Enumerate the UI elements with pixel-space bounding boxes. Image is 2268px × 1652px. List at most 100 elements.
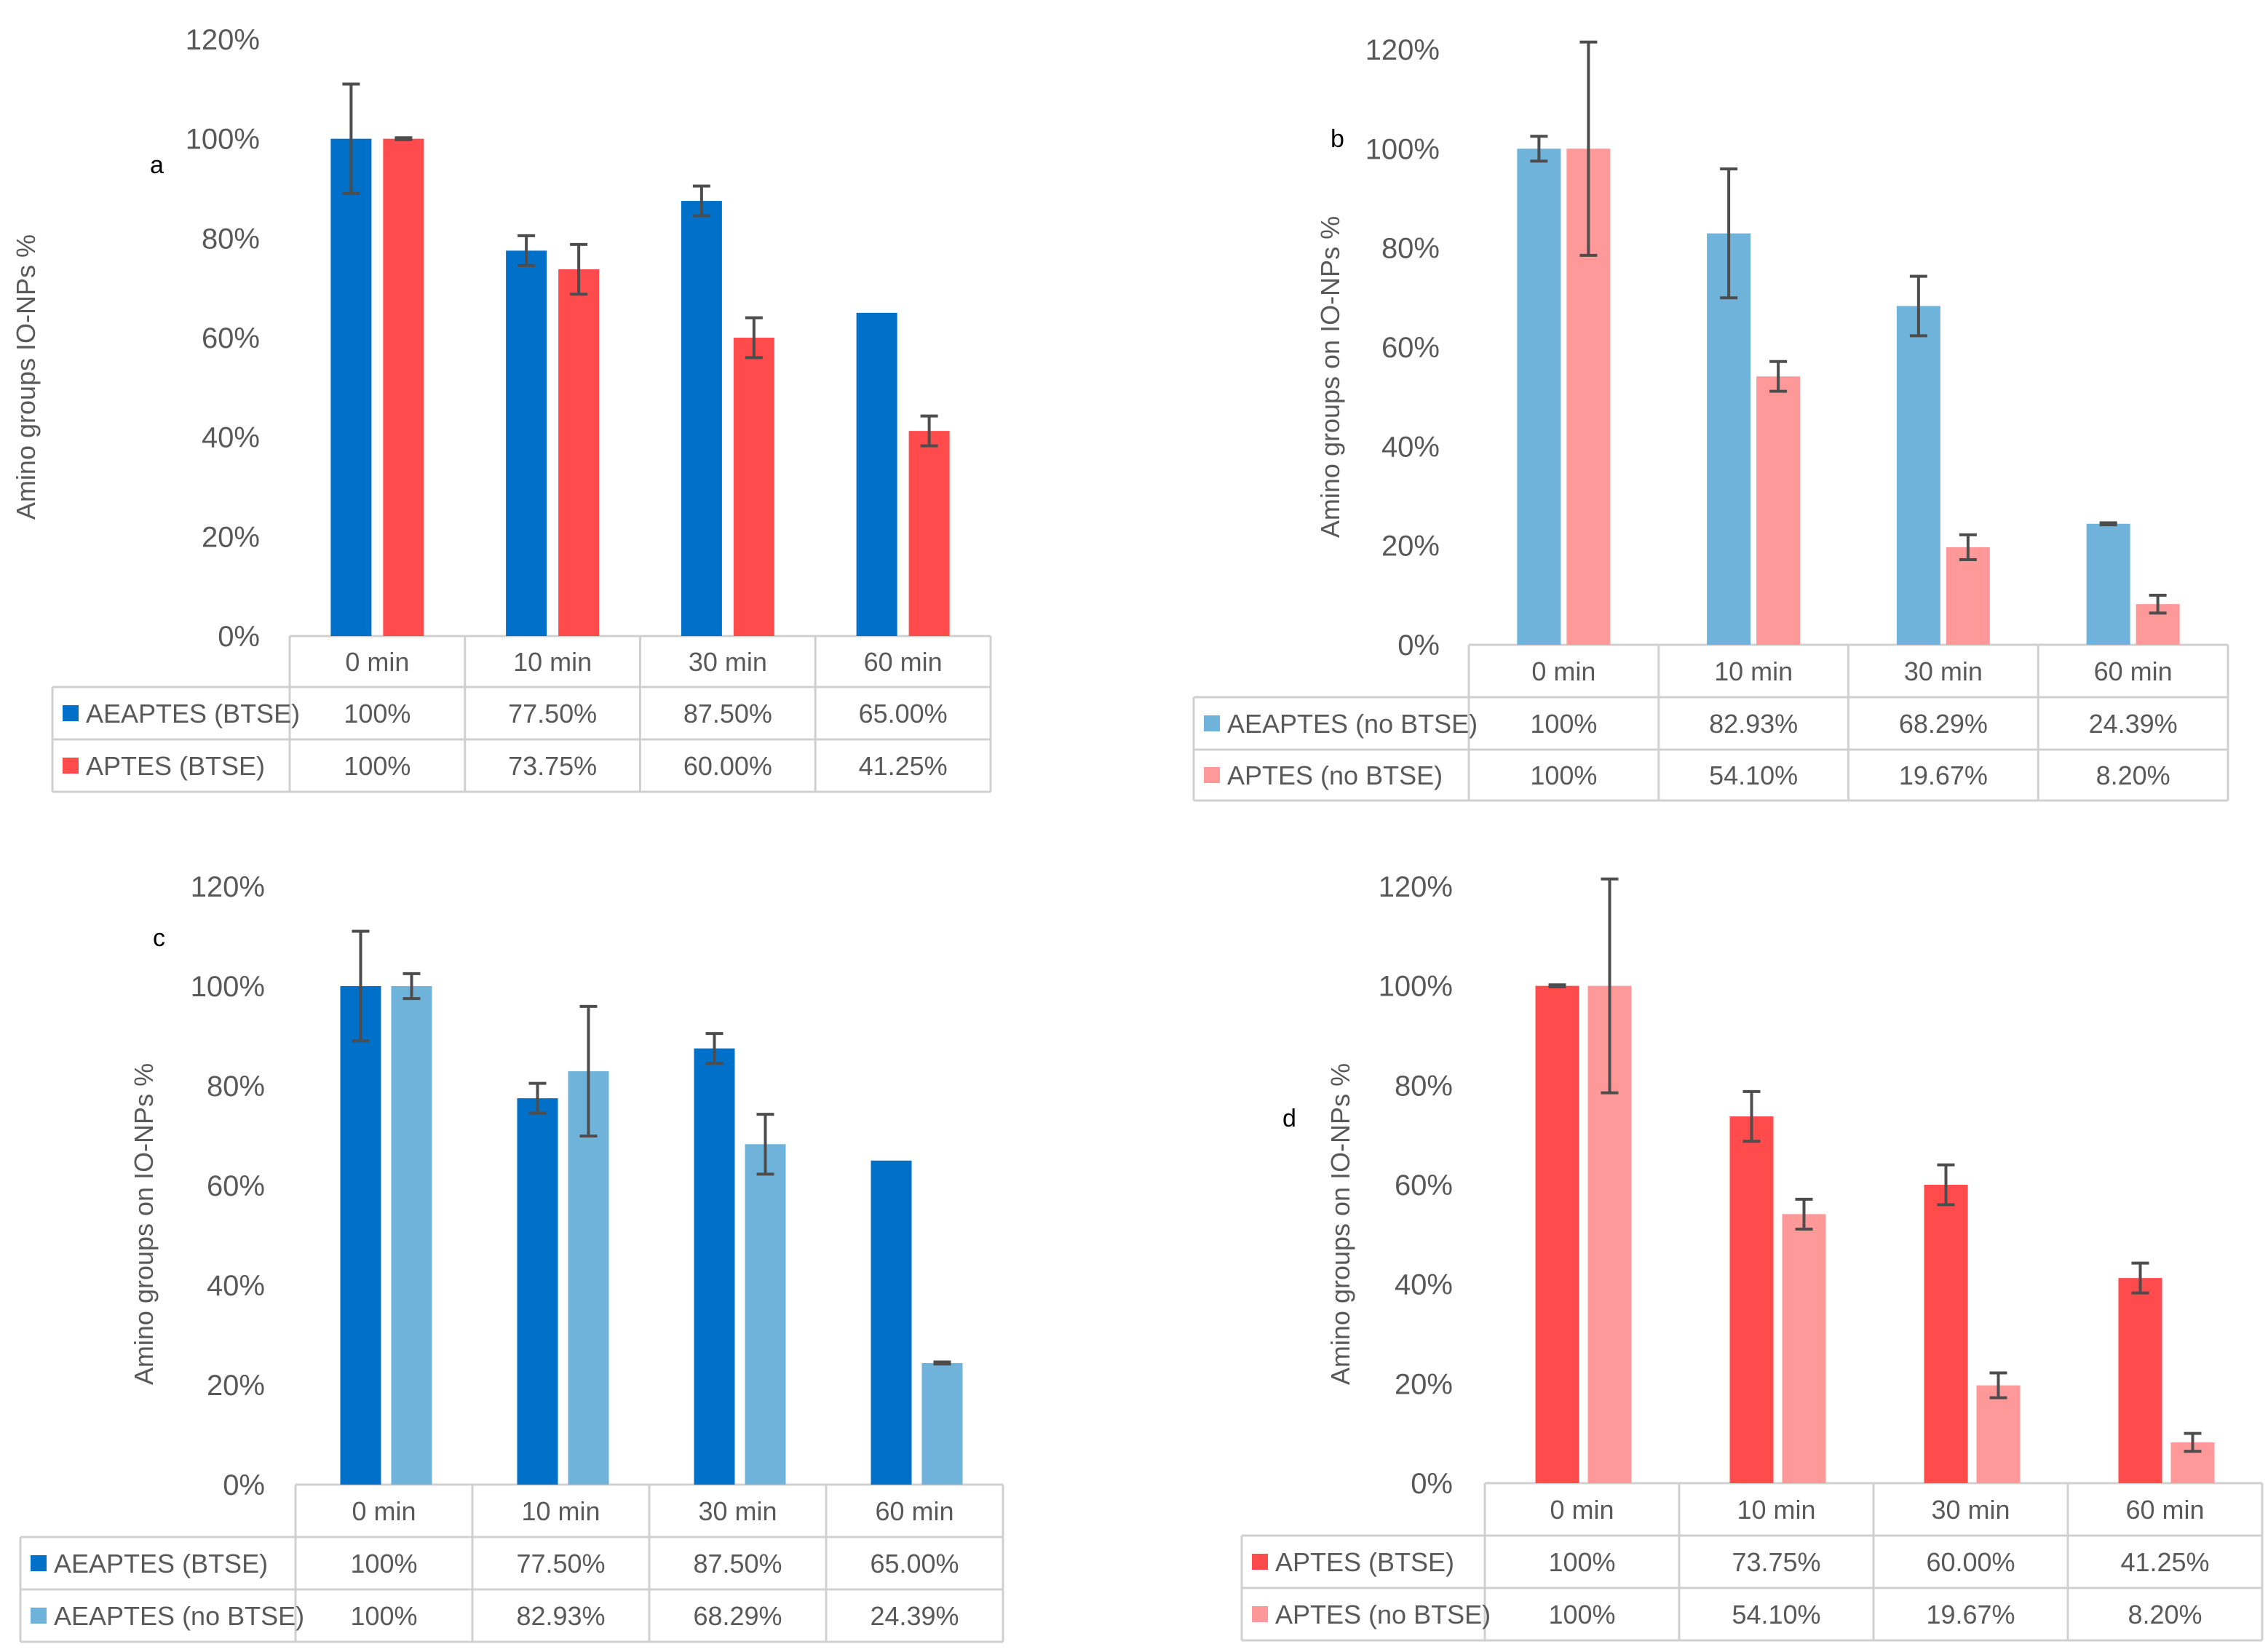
table-value: 100% (344, 699, 411, 728)
bar (340, 986, 381, 1485)
legend-entry: APTES (no BTSE) (1275, 1600, 1491, 1629)
legend-key (1204, 767, 1220, 783)
y-tick-label: 120% (191, 871, 265, 903)
bar (908, 431, 950, 636)
error-bar (1769, 360, 1788, 393)
error-bar (1909, 274, 1927, 338)
bar (506, 250, 547, 637)
x-category-label: 10 min (521, 1496, 600, 1526)
legend-entry: APTES (BTSE) (1275, 1547, 1454, 1577)
table-value: 73.75% (508, 751, 597, 781)
legend-entry: AEAPTES (BTSE) (54, 1549, 268, 1578)
y-tick-label: 60% (207, 1170, 265, 1202)
bar (330, 138, 372, 636)
table-value: 65.00% (870, 1549, 959, 1578)
bar (2118, 1278, 2162, 1483)
error-bar (403, 972, 421, 1001)
y-axis-label: Amino groups IO-NPs % (11, 234, 41, 520)
table-value: 100% (1530, 761, 1597, 790)
legend-key (63, 758, 79, 774)
error-bar (2184, 1431, 2202, 1453)
x-category-label: 10 min (1714, 656, 1793, 686)
error-bar (1742, 1089, 1761, 1143)
bar (391, 986, 432, 1485)
error-bar (352, 929, 370, 1043)
y-tick-label: 20% (1395, 1368, 1453, 1400)
x-category-label: 30 min (1904, 656, 1983, 686)
x-category-label: 0 min (1550, 1495, 1614, 1525)
error-bar (518, 234, 536, 267)
bar (1896, 306, 1940, 645)
y-tick-label: 20% (1381, 531, 1440, 563)
y-tick-label: 120% (1365, 34, 1440, 66)
y-tick-label: 60% (1381, 332, 1440, 364)
x-category-label: 60 min (875, 1496, 953, 1526)
error-bar (342, 82, 360, 195)
bar (871, 1160, 912, 1485)
bar (856, 312, 897, 636)
table-value: 100% (344, 751, 411, 781)
table-value: 8.20% (2128, 1600, 2202, 1629)
y-tick-label: 80% (1395, 1070, 1453, 1102)
y-tick-label: 20% (202, 521, 260, 553)
error-bar (394, 136, 413, 142)
y-tick-label: 0% (218, 621, 260, 653)
bar (1946, 547, 1990, 645)
table-value: 77.50% (516, 1549, 605, 1578)
error-bar (2099, 521, 2117, 527)
bar (1782, 1214, 1826, 1483)
bar (383, 138, 424, 636)
chart-panel-b: b Amino groups on IO-NPs % 0% 20% 40% 60% 80% 1… (1192, 34, 2229, 802)
x-category-label: 60 min (864, 647, 943, 677)
bar (1535, 985, 1579, 1483)
panel-letter: d (1282, 1105, 1296, 1132)
table-value: 65.00% (859, 699, 948, 728)
panel-letter: b (1331, 125, 1344, 153)
error-bar (1548, 983, 1566, 989)
legend-entry: AEAPTES (BTSE) (86, 699, 300, 728)
x-category-label: 0 min (352, 1496, 416, 1526)
x-category-label: 10 min (513, 647, 592, 677)
legend-key (31, 1608, 47, 1624)
bar (1729, 1116, 1774, 1483)
x-category-label: 10 min (1737, 1495, 1815, 1525)
legend-key (1252, 1554, 1268, 1570)
bar (694, 1048, 735, 1485)
error-bar (579, 1004, 598, 1137)
table-value: 60.00% (1926, 1547, 2015, 1577)
chart-panel-c: c Amino groups on IO-NPs % 0% 20% 40% 60% 80% 1… (19, 871, 1004, 1643)
bar (733, 338, 774, 636)
x-category-label: 0 min (1531, 656, 1595, 686)
y-tick-label: 0% (1411, 1468, 1453, 1500)
y-tick-label: 100% (1379, 971, 1453, 1003)
y-tick-label: 100% (191, 971, 265, 1003)
table-value: 54.10% (1709, 761, 1798, 790)
bar (1707, 233, 1751, 645)
panel-letter: a (150, 151, 164, 179)
table-value: 100% (350, 1549, 417, 1578)
error-bar (745, 316, 763, 360)
y-axis-label: Amino groups on IO-NPs % (1315, 216, 1345, 538)
y-tick-label: 100% (186, 124, 260, 156)
table-value: 73.75% (1732, 1547, 1820, 1577)
table-value: 24.39% (2089, 709, 2178, 739)
panel-letter: c (153, 924, 165, 952)
bar (1976, 1385, 2021, 1483)
y-tick-label: 40% (1395, 1269, 1453, 1301)
table-value: 77.50% (508, 699, 597, 728)
x-category-label: 30 min (689, 647, 767, 677)
error-bar (933, 1360, 951, 1366)
y-tick-label: 120% (1379, 871, 1453, 903)
error-bar (1530, 135, 1548, 163)
table-value: 60.00% (683, 751, 772, 781)
x-category-label: 0 min (345, 647, 409, 677)
table-value: 68.29% (693, 1601, 782, 1631)
legend-entry: APTES (BTSE) (86, 751, 265, 781)
legend-key (1204, 715, 1220, 731)
x-category-label: 30 min (698, 1496, 777, 1526)
y-axis-label: Amino groups on IO-NPs % (129, 1063, 159, 1385)
table-value: 19.67% (1926, 1600, 2015, 1629)
y-tick-label: 40% (207, 1270, 265, 1302)
bar (1517, 148, 1561, 646)
